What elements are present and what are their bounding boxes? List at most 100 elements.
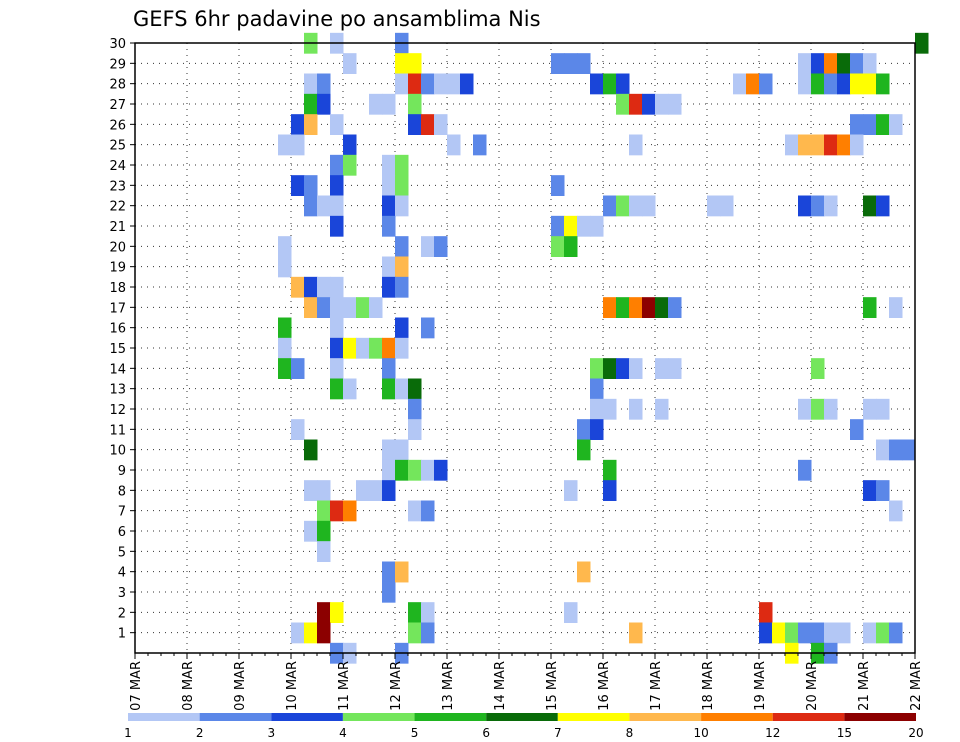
heatmap-cell — [317, 195, 331, 217]
heatmap-cell — [330, 154, 344, 176]
heatmap-cell — [317, 520, 331, 542]
heatmap-cell — [382, 215, 396, 237]
heatmap-cell — [850, 53, 864, 74]
x-tick-label: 20 MAR — [805, 661, 820, 711]
heatmap-cell — [330, 378, 344, 400]
heatmap-cell — [382, 561, 396, 583]
heatmap-cell — [876, 73, 890, 95]
heatmap-cell — [798, 195, 812, 217]
heatmap-cell — [811, 53, 825, 74]
heatmap-cell — [343, 134, 357, 156]
heatmap-cell — [629, 134, 643, 156]
x-tick-label: 21 MAR — [857, 661, 872, 711]
heatmap-cell — [382, 337, 396, 359]
y-tick-label: 7 — [118, 505, 126, 520]
heatmap-cell — [850, 114, 864, 135]
heatmap-cell — [317, 297, 331, 318]
heatmap-cell — [356, 297, 370, 318]
heatmap-cell — [278, 256, 292, 278]
heatmap-cell — [629, 297, 643, 318]
heatmap-cell — [395, 317, 409, 339]
heatmap-cell — [785, 134, 799, 156]
y-tick-label: 22 — [109, 200, 126, 215]
heatmap-cell — [863, 73, 877, 95]
heatmap-cell — [798, 459, 812, 481]
heatmap-cell — [460, 73, 474, 95]
heatmap-cell — [603, 480, 617, 501]
heatmap-cell — [317, 622, 331, 644]
heatmap-cell — [551, 175, 565, 196]
heatmap-cell — [603, 398, 617, 420]
heatmap-cell — [447, 134, 461, 156]
heatmap-cell — [304, 297, 318, 318]
heatmap-cell — [382, 439, 396, 461]
colorbar: 1 2 3 4 5 6 7 8 10 12 15 20 — [124, 713, 924, 740]
heatmap-cell — [603, 358, 617, 379]
heatmap-cell — [863, 480, 877, 501]
y-tick-label: 15 — [109, 342, 126, 357]
heatmap-cell — [837, 134, 851, 156]
heatmap-cell — [395, 337, 409, 359]
y-tick-label: 14 — [109, 362, 126, 377]
heatmap-cell — [382, 154, 396, 176]
colorbar-swatch — [199, 713, 272, 721]
heatmap-cell — [408, 622, 422, 644]
heatmap-cell — [733, 73, 747, 95]
heatmap-cell — [330, 215, 344, 237]
heatmap-cell — [421, 500, 435, 522]
heatmap-cell — [304, 622, 318, 644]
heatmap-cell — [304, 480, 318, 501]
heatmap-cell — [343, 337, 357, 359]
heatmap-cell — [577, 439, 591, 461]
heatmap-cell — [382, 358, 396, 379]
heatmap-cell — [356, 337, 370, 359]
heatmap-cell — [837, 622, 851, 644]
heatmap-cell — [382, 480, 396, 501]
heatmap-cell — [590, 419, 604, 440]
heatmap-cell — [291, 358, 305, 379]
colorbar-label: 10 — [693, 726, 708, 740]
y-tick-label: 25 — [109, 139, 126, 154]
heatmap-cell — [408, 378, 422, 400]
heatmap-cell — [317, 73, 331, 95]
heatmap-cell — [863, 622, 877, 644]
heatmap-cell — [629, 93, 643, 115]
heatmap-cell — [447, 73, 461, 95]
y-tick-label: 23 — [109, 179, 126, 194]
heatmap-cell — [369, 480, 383, 501]
heatmap-cell — [395, 256, 409, 278]
x-tick-label: 19 MAR — [753, 661, 768, 711]
colorbar-label: 12 — [765, 726, 780, 740]
heatmap-cell — [291, 134, 305, 156]
heatmap-cell — [811, 358, 825, 379]
heatmap-cell — [382, 175, 396, 196]
heatmap-cell — [408, 602, 422, 623]
y-tick-label: 29 — [109, 57, 126, 72]
heatmap-cell — [343, 53, 357, 74]
heatmap-cell — [668, 93, 682, 115]
colorbar-swatch — [629, 713, 702, 721]
heatmap-cell — [668, 297, 682, 318]
x-tick-label: 10 MAR — [285, 661, 300, 711]
colorbar-swatch — [128, 713, 200, 721]
heatmap-cell — [408, 459, 422, 481]
x-tick-label: 07 MAR — [129, 661, 144, 711]
heatmap-cell — [850, 134, 864, 156]
heatmap-cell — [395, 154, 409, 176]
heatmap-cells — [278, 32, 929, 664]
heatmap-cell — [564, 236, 578, 257]
heatmap-cell — [863, 195, 877, 217]
colorbar-label: 7 — [554, 726, 562, 740]
heatmap-cell — [850, 73, 864, 95]
heatmap-cell — [395, 276, 409, 298]
heatmap-cell — [655, 297, 669, 318]
heatmap-cell — [616, 297, 630, 318]
y-tick-label: 16 — [109, 322, 126, 337]
heatmap-cell — [564, 480, 578, 501]
heatmap-cell — [421, 459, 435, 481]
heatmap-cell — [330, 358, 344, 379]
heatmap-cell — [746, 73, 760, 95]
heatmap-cell — [408, 93, 422, 115]
y-tick-label: 5 — [118, 545, 126, 560]
heatmap-cell — [876, 622, 890, 644]
